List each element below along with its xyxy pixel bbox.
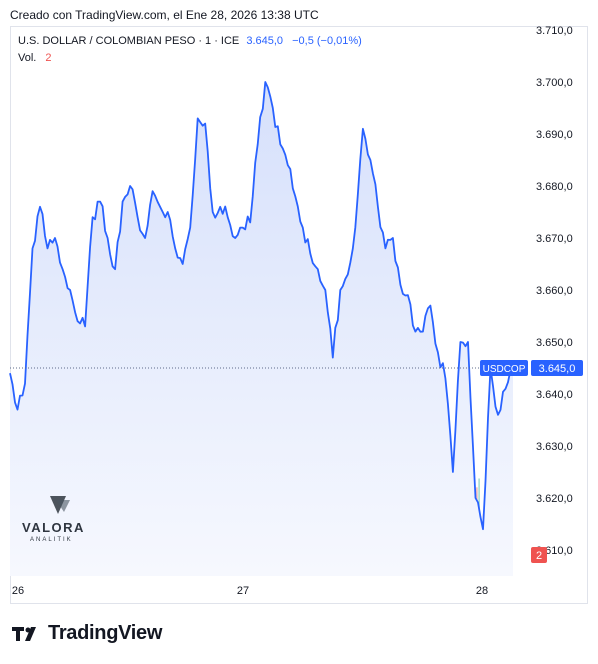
symbol-tag-bg xyxy=(480,360,528,376)
price-area xyxy=(10,82,513,576)
y-tick-label: 3.620,0 xyxy=(536,493,573,505)
x-tick-label: 28 xyxy=(476,585,488,597)
legend-volume-value: 2 xyxy=(45,52,52,64)
volume-tag-bg xyxy=(531,547,547,563)
price-tag-label: 3.645,0 xyxy=(539,363,576,375)
price-line xyxy=(9,81,514,531)
legend-volume: Vol. 2 xyxy=(18,52,52,64)
valora-logo-name: VALORA xyxy=(22,520,85,535)
y-tick-label: 3.680,0 xyxy=(536,181,573,193)
symbol-tag-label: USDCOP xyxy=(483,364,526,375)
y-tick-label: 3.650,0 xyxy=(536,337,573,349)
price-series-line xyxy=(9,81,514,531)
legend-symbol: U.S. DOLLAR / COLOMBIAN PESO · 1 · ICE xyxy=(18,35,240,47)
y-tick-label: 3.630,0 xyxy=(536,441,573,453)
x-tick-label: 26 xyxy=(12,585,24,597)
y-tick-label: 3.660,0 xyxy=(536,285,573,297)
price-tags: USDCOP 3.645,0 2 xyxy=(480,360,583,563)
y-tick-label: 3.670,0 xyxy=(536,233,573,245)
y-axis: 3.710,0 3.700,0 3.690,0 3.680,0 3.670,0 3.660… xyxy=(536,25,573,557)
y-tick-label: 3.710,0 xyxy=(536,25,573,37)
price-tag-bg xyxy=(531,360,583,376)
volume-tag-label: 2 xyxy=(536,550,542,562)
y-tick-label: 3.700,0 xyxy=(536,77,573,89)
tradingview-wordmark[interactable]: TradingView xyxy=(48,622,163,644)
y-tick-label: 3.640,0 xyxy=(536,389,573,401)
valora-logo: VALORA ANALITIK xyxy=(22,496,85,543)
valora-logo-sub: ANALITIK xyxy=(30,537,73,543)
legend-volume-label: Vol. xyxy=(18,52,37,64)
valora-logo-mark-shade xyxy=(56,500,70,512)
chart-frame xyxy=(10,26,588,604)
tradingview-logo-icon xyxy=(12,626,36,641)
chart-caption: Creado con TradingView.com, el Ene 28, 2… xyxy=(10,8,319,22)
legend: U.S. DOLLAR / COLOMBIAN PESO · 1 · ICE 3… xyxy=(18,35,362,47)
y-tick-label: 3.690,0 xyxy=(536,129,573,141)
legend-last-price: 3.645,0 xyxy=(246,35,284,47)
x-axis: 26 27 28 xyxy=(12,585,488,597)
legend-change: −0,5 (−0,01%) xyxy=(292,35,362,47)
x-tick-label: 27 xyxy=(237,585,249,597)
footer: TradingView xyxy=(12,622,162,645)
price-area-fill xyxy=(10,82,513,576)
